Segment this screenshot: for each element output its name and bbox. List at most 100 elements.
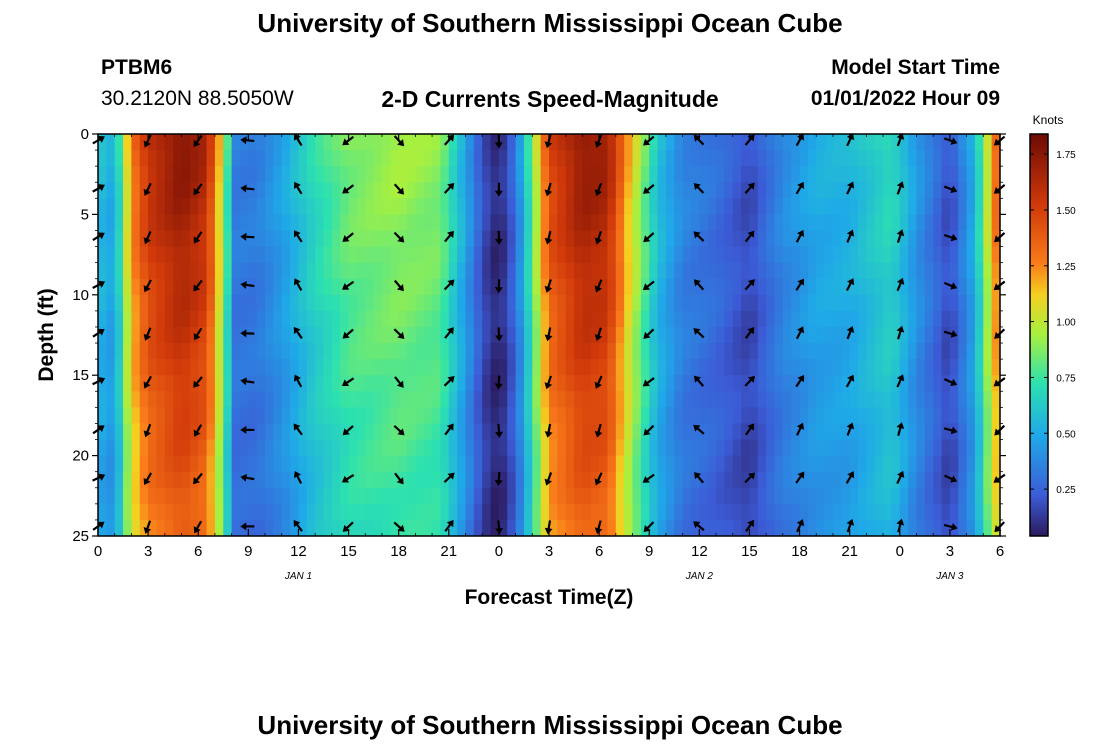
heatmap-cell [874, 487, 884, 505]
heatmap-cell [273, 519, 283, 536]
heatmap-cell [874, 166, 884, 183]
heatmap-cell [532, 375, 542, 392]
arrow-head [143, 381, 151, 389]
heatmap-cell [983, 230, 993, 248]
heatmap-cell [858, 423, 867, 441]
heatmap-cell [540, 343, 550, 360]
heatmap-cell [340, 359, 350, 376]
heatmap-cell [381, 166, 391, 183]
heatmap-cell [741, 423, 751, 441]
heatmap-cell [398, 407, 408, 425]
heatmap-cell [231, 150, 241, 167]
heatmap-cell [983, 423, 993, 441]
heatmap-cell [908, 278, 918, 296]
heatmap-cell [632, 214, 642, 232]
heatmap-cell [407, 214, 416, 232]
heatmap-cell [574, 423, 584, 441]
heatmap-cell [958, 198, 968, 215]
heatmap-cell [164, 134, 174, 151]
heatmap-cell [832, 262, 842, 280]
heatmap-cell [657, 198, 667, 215]
heatmap-cell [139, 487, 149, 505]
current-vector-arrow [342, 280, 355, 290]
heatmap-cell [198, 471, 208, 489]
heatmap-cell [465, 519, 475, 536]
heatmap-cell [473, 262, 483, 280]
heatmap-cell [415, 375, 425, 392]
heatmap-cell [674, 262, 684, 280]
heatmap-cell [390, 391, 400, 408]
heatmap-cell [899, 423, 909, 441]
heatmap-cell [473, 166, 483, 183]
heatmap-cell [306, 455, 316, 473]
heatmap-cell [615, 134, 625, 151]
heatmap-cell [148, 439, 158, 457]
heatmap-cell [665, 294, 675, 312]
heatmap-cell [315, 198, 325, 215]
heatmap-cell [574, 471, 584, 489]
heatmap-cell [933, 375, 943, 392]
heatmap-cell [549, 407, 558, 425]
heatmap-cell [331, 375, 341, 392]
heatmap-cell [507, 262, 517, 280]
heatmap-cell [674, 487, 684, 505]
arrow-head [544, 237, 553, 245]
heatmap-cell [473, 519, 483, 536]
heatmap-cell [390, 198, 400, 215]
heatmap-cell [315, 471, 325, 489]
heatmap-cell [640, 407, 650, 425]
heatmap-cell [306, 246, 316, 264]
heatmap-cell [440, 166, 450, 183]
heatmap-cell [724, 310, 734, 328]
heatmap-cell [565, 359, 575, 376]
heatmap-cell [665, 455, 675, 473]
heatmap-cell [883, 407, 893, 425]
heatmap-cell [849, 487, 859, 505]
heatmap-cell [465, 246, 475, 264]
heatmap-cell [131, 310, 141, 328]
heatmap-cell [682, 198, 692, 215]
arrow-head [494, 383, 503, 390]
current-vector-arrow [240, 136, 255, 145]
heatmap-cell [498, 150, 508, 167]
heatmap-cell [607, 407, 617, 425]
heatmap-cell [490, 326, 500, 344]
heatmap-cell [532, 455, 542, 473]
heatmap-cell [590, 214, 600, 232]
heatmap-cell [98, 134, 107, 151]
heatmap-cell [674, 503, 684, 521]
heatmap-cell [799, 391, 809, 408]
heatmap-cell [331, 182, 341, 199]
heatmap-cell [732, 439, 742, 457]
heatmap-cell [674, 294, 684, 312]
heatmap-cell [523, 230, 533, 248]
heatmap-cell [799, 455, 809, 473]
heatmap-cell [749, 455, 759, 473]
heatmap-cell [473, 214, 483, 232]
heatmap-cell [465, 471, 475, 489]
heatmap-cell [448, 150, 458, 167]
heatmap-cell [807, 375, 817, 392]
heatmap-cell [699, 294, 709, 312]
arrow-head [847, 374, 855, 382]
heatmap-cell [256, 198, 266, 215]
heatmap-cell [682, 310, 692, 328]
heatmap-cell [473, 326, 483, 344]
heatmap-cell [290, 359, 300, 376]
arrow-head [397, 187, 405, 195]
heatmap-cell [649, 439, 659, 457]
heatmap-cell [306, 278, 316, 296]
heatmap-cell [916, 423, 926, 441]
heatmap-cell [924, 343, 934, 360]
heatmap-cell [164, 310, 174, 328]
heatmap-cell [891, 359, 901, 376]
heatmap-cell [866, 439, 876, 457]
heatmap-cell [774, 487, 784, 505]
heatmap-cell [849, 198, 859, 215]
arrow-head [797, 374, 805, 383]
heatmap-cell [657, 166, 667, 183]
heatmap-cell [189, 343, 199, 360]
heatmap-cell [415, 343, 425, 360]
heatmap-cell [557, 198, 567, 215]
heatmap-cell [757, 439, 767, 457]
